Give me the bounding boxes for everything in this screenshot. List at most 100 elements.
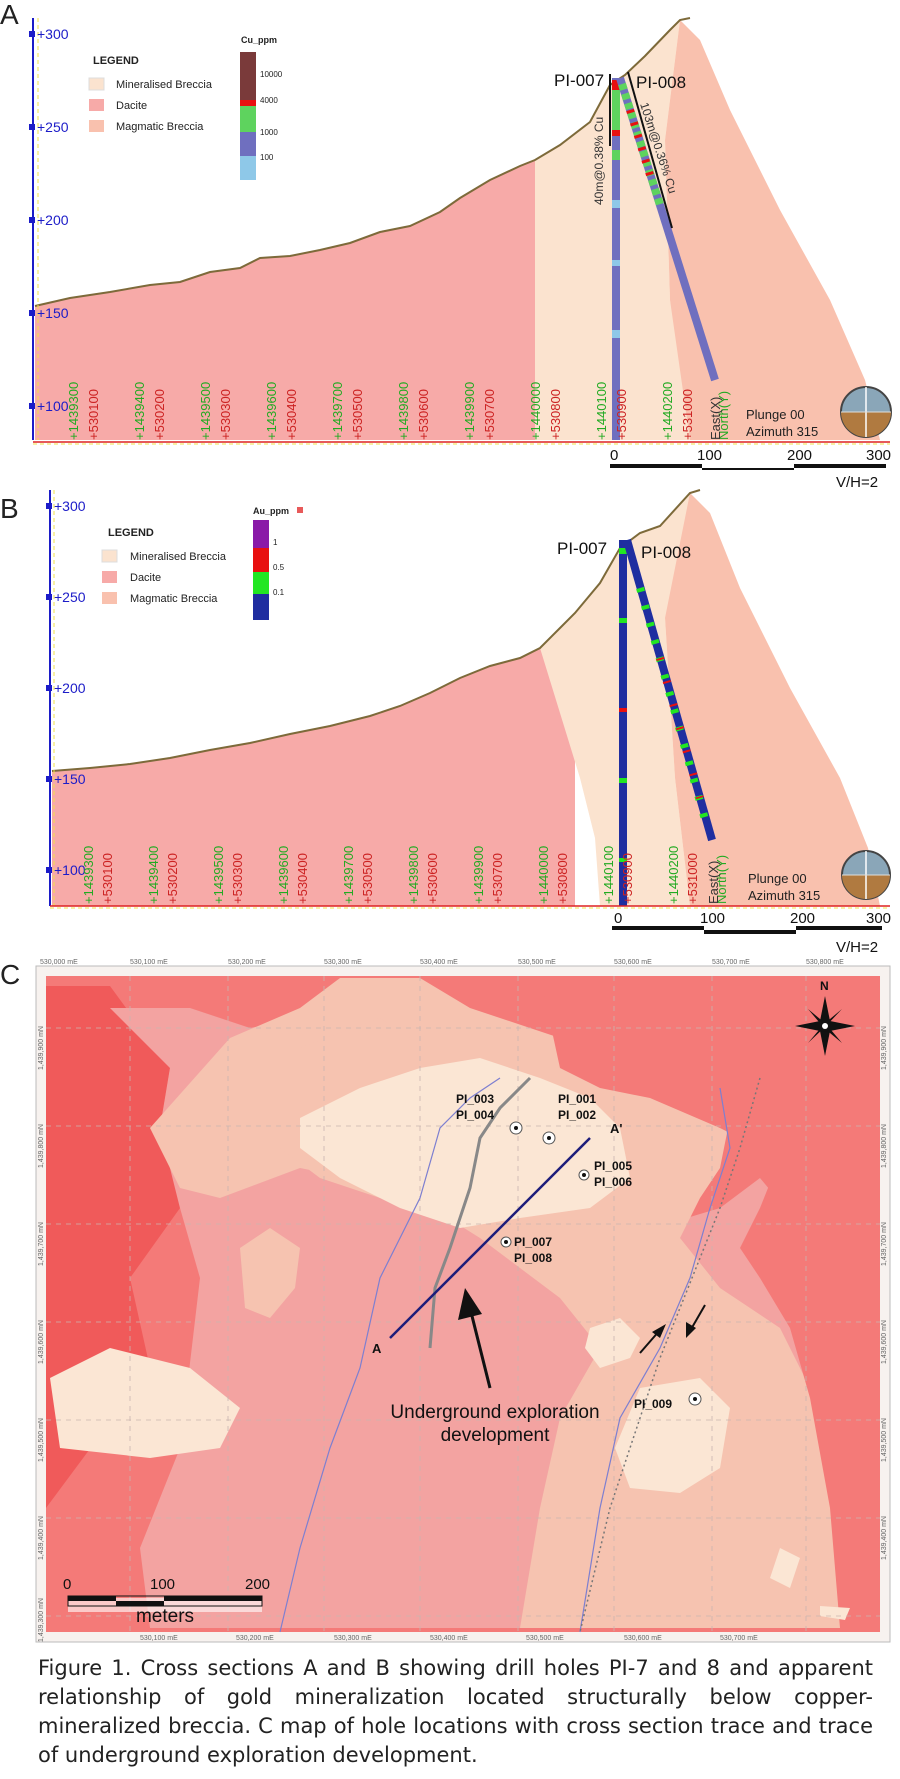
drill-hole-labels: PI_003 PI_004 PI_001 PI_002 PI_005 PI_00… [456, 1092, 672, 1411]
north-axis-label: North(Y) [714, 855, 729, 904]
grid-east-label: +530700 [482, 389, 497, 440]
legend-title: LEGEND [93, 55, 139, 67]
map-scale-label-100: 100 [150, 1576, 175, 1593]
elev-label-150: +150 [37, 305, 69, 321]
legend-swatch-magmatic [102, 592, 117, 604]
hole-label-pi-003: PI_003 [456, 1092, 494, 1106]
scale-label-0: 0 [610, 447, 618, 464]
elev-label-250: +250 [54, 589, 86, 605]
east-axis-label: East(X) [708, 397, 723, 440]
north-axis-label: North(Y) [716, 391, 731, 440]
grid-east-label: +530100 [86, 389, 101, 440]
northing-label: 1,439,500 mN [38, 1418, 45, 1462]
grid-north-label: +1439800 [406, 846, 421, 904]
easting-label: 530,100 mE [130, 959, 168, 966]
cu-scale-label-2: 4000 [260, 96, 278, 105]
mineralised-breccia-inner [620, 20, 680, 440]
grid-east-label: +530900 [620, 853, 635, 904]
compass-label: N [820, 979, 829, 993]
grid-east-label: +530100 [100, 853, 115, 904]
scale-label-200: 200 [790, 910, 815, 927]
map-cream-pi-009 [615, 1378, 730, 1493]
au-scale-label-1: 1 [273, 538, 278, 547]
grid-north-label: +1439300 [81, 846, 96, 904]
panel-label-b: B [0, 493, 19, 524]
drill-hole-markers [500, 1121, 702, 1406]
northing-label: 1,439,500 mN [881, 1418, 888, 1462]
easting-label: 530,200 mE [236, 1635, 274, 1642]
elev-label-200: +200 [37, 212, 69, 228]
easting-label: 530,700 mE [720, 1635, 758, 1642]
elev-label-300: +300 [54, 498, 86, 514]
scale-label-300: 300 [866, 447, 891, 464]
legend-label-dacite: Dacite [116, 100, 147, 112]
north-arrow-icon [795, 996, 855, 1056]
cu-scale-band-3 [240, 106, 256, 132]
grid-north-label: +1440100 [601, 846, 616, 904]
grid-east-label: +530200 [165, 853, 180, 904]
drillhole-pi-007 [619, 540, 627, 906]
northing-label: 1,439,600 mN [881, 1320, 888, 1364]
cu-scale-band-2 [240, 100, 256, 106]
easting-label: 530,800 mE [806, 959, 844, 966]
northing-label: 1,439,700 mN [38, 1222, 45, 1266]
grid-north-label: +1439900 [462, 382, 477, 440]
hole-label-pi-009: PI_009 [634, 1397, 672, 1411]
scale-bar: 0 100 200 300 [612, 910, 891, 934]
intercept-label-pi-007: 40m@0.38% Cu [592, 117, 606, 205]
map-cream-tiny [820, 1606, 850, 1620]
grid-north-label: +1440200 [660, 382, 675, 440]
northing-label: 1,439,400 mN [881, 1516, 888, 1560]
easting-label: 530,400 mE [430, 1635, 468, 1642]
grid-north-labels: +1439300 +1439400 +1439500 +1439600 +143… [66, 382, 675, 440]
grid-east-label: +530200 [152, 389, 167, 440]
legend-label-dacite: Dacite [130, 572, 161, 584]
fault-arrowhead-left [652, 1324, 666, 1338]
cu-scale-band-5 [240, 156, 256, 180]
annotation-text-2: development [441, 1425, 551, 1446]
cu-scale-band-4 [240, 132, 256, 156]
grid-east-label: +530500 [350, 389, 365, 440]
scale-label-200: 200 [787, 447, 812, 464]
map-stream [579, 1087, 731, 1633]
elevation-ticks [29, 31, 35, 409]
vh-ratio: V/H=2 [836, 939, 879, 956]
legend: LEGEND Mineralised Breccia Dacite Magmat… [101, 527, 227, 605]
au-scale-band-3 [253, 572, 269, 594]
grid-north-label: +1440000 [536, 846, 551, 904]
grid-east-label: +530400 [284, 389, 299, 440]
au-scale-label-2: 0.5 [273, 563, 285, 572]
cu-scale-label-4: 100 [260, 153, 274, 162]
map-cream-west [50, 1348, 240, 1458]
grid-north-label: +1439700 [341, 846, 356, 904]
intercept-bar-pi-008 [627, 71, 673, 229]
magmatic-breccia-zone [665, 20, 880, 440]
drill-label-pi-007: PI-007 [557, 539, 607, 558]
au-scale-band-2 [253, 548, 269, 572]
legend-swatch-mineralised [101, 549, 118, 563]
au-scale-band-1 [253, 520, 269, 548]
legend: LEGEND Mineralised Breccia Dacite Magmat… [88, 55, 213, 133]
grid-east-label: +530900 [614, 389, 629, 440]
dacite-zone [35, 160, 535, 440]
annotation-arrow [468, 1307, 492, 1389]
hole-label-pi-006: PI_006 [594, 1175, 632, 1189]
section-b-svg: +300 +250 +200 +150 +100 B LEGEND Minera… [0, 489, 891, 934]
northing-label: 1,439,400 mN [38, 1516, 45, 1560]
grid-north-label: +1439600 [276, 846, 291, 904]
elev-label-100: +100 [54, 862, 86, 878]
drillhole-pi-007 [612, 78, 620, 440]
grid-east-label: +530700 [490, 853, 505, 904]
northing-label: 1,439,900 mN [881, 1026, 888, 1070]
elev-label-200: +200 [54, 680, 86, 696]
grid-north-label: +1440100 [594, 382, 609, 440]
fault-arrowhead-right [686, 1322, 696, 1338]
terrain-profile [34, 17, 691, 307]
elev-label-150: +150 [54, 771, 86, 787]
hole-label-pi-005: PI_005 [594, 1159, 632, 1173]
grid-north-label: +1439700 [330, 382, 345, 440]
au-scale-band-4 [253, 594, 269, 620]
grid-east-label: +530500 [360, 853, 375, 904]
annotation-text-1: Underground exploration [390, 1402, 599, 1423]
scale-label-0: 0 [614, 910, 622, 927]
